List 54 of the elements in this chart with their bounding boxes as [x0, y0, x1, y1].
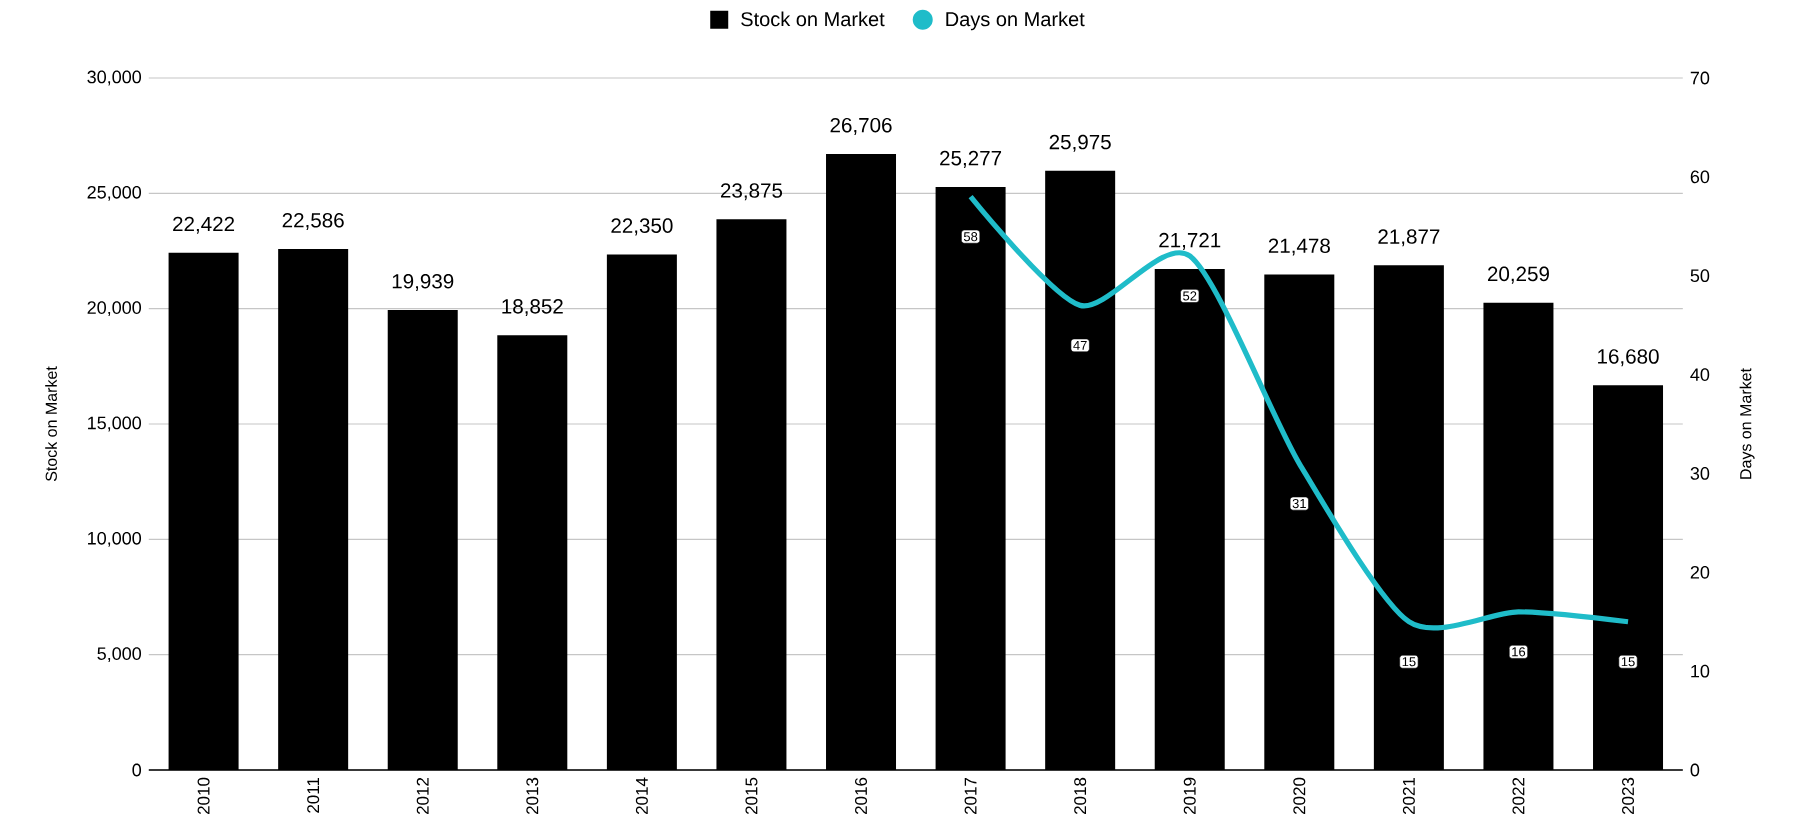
y-tick-label: 15,000: [88, 416, 142, 432]
data-label: 47: [1073, 340, 1087, 350]
y-tick-label: 20,000: [87, 301, 142, 317]
data-label: 16: [1512, 647, 1526, 657]
y-tick-label: 5,000: [97, 647, 142, 663]
data-label: 25,975: [1049, 134, 1111, 152]
data-label: 15: [1621, 657, 1635, 667]
y2-tick-label: 20: [1690, 565, 1710, 579]
x-tick-label: 2016: [855, 777, 868, 815]
data-label: 21,478: [1268, 238, 1330, 256]
y-tick-label: 30,000: [87, 70, 142, 86]
x-tick-label: 2021: [1402, 777, 1415, 815]
y2-tick-label: 40: [1690, 368, 1710, 381]
x-tick-label: 2019: [1183, 777, 1196, 815]
data-label: 31: [1292, 498, 1306, 509]
data-label: 23,875: [720, 183, 783, 201]
x-tick-label: 2014: [635, 777, 648, 815]
legend-label: Stock on Market: [741, 11, 885, 27]
data-label: 20,259: [1487, 266, 1549, 284]
y2-tick-label: 60: [1690, 170, 1710, 184]
data-label: 21,721: [1159, 232, 1221, 250]
y-tick-label: 25,000: [87, 185, 142, 201]
x-tick-label: 2018: [1074, 777, 1087, 815]
y2-tick-label: 70: [1690, 71, 1710, 85]
data-label: 22,422: [173, 216, 235, 234]
data-label: 18,852: [502, 299, 563, 317]
x-tick-label: 2010: [197, 777, 210, 815]
y-tick-label: 0: [132, 763, 142, 777]
data-label: 52: [1183, 291, 1197, 301]
y-axis-title: Stock on Market: [45, 366, 57, 482]
legend-label: Days on Market: [946, 11, 1085, 31]
y2-tick-label: 50: [1690, 269, 1710, 283]
data-label: 19,939: [392, 273, 454, 292]
x-tick-label: 2015: [745, 777, 758, 815]
data-label: 22,586: [282, 212, 344, 230]
data-label: 15: [1402, 657, 1416, 667]
x-tick-label: 2020: [1293, 777, 1306, 815]
y-tick-label: 10,000: [88, 531, 142, 547]
x-tick-label: 2013: [526, 777, 539, 815]
x-tick-label: 2023: [1622, 777, 1635, 815]
x-tick-label: 2011: [307, 777, 320, 813]
data-label: 58: [963, 232, 978, 242]
x-tick-label: 2022: [1512, 777, 1525, 815]
data-label: 25,277: [940, 150, 1002, 168]
y2-tick-label: 10: [1691, 664, 1710, 678]
data-label: 21,877: [1378, 229, 1440, 247]
y2-tick-label: 30: [1690, 467, 1710, 480]
data-label: 22,350: [611, 218, 673, 236]
x-tick-label: 2012: [416, 777, 429, 815]
x-tick-label: 2017: [964, 777, 977, 815]
y2-tick-label: 0: [1690, 763, 1700, 777]
data-label: 16,680: [1598, 349, 1659, 367]
data-label: 26,706: [830, 117, 892, 135]
y2-axis-title: Days on Market: [1739, 368, 1755, 479]
